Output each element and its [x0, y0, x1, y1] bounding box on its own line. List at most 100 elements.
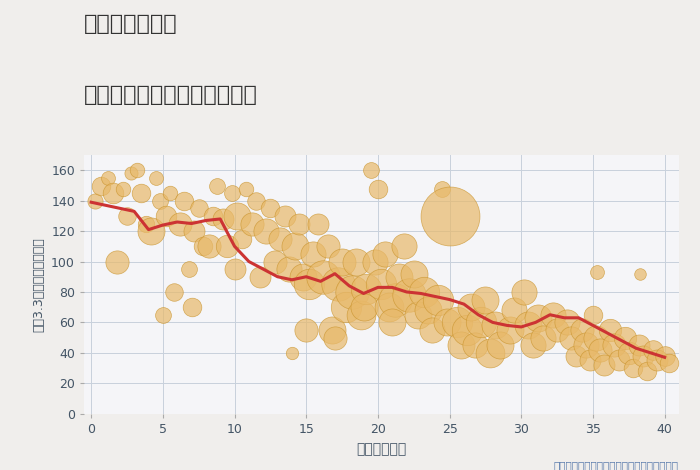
Point	[126, 170, 137, 177]
Point	[146, 227, 157, 235]
Point	[174, 220, 186, 227]
Point	[642, 367, 653, 375]
Point	[635, 270, 646, 277]
Point	[232, 212, 243, 219]
Point	[372, 185, 384, 192]
Point	[475, 319, 486, 326]
Point	[251, 197, 262, 204]
Point	[269, 258, 280, 265]
Point	[284, 266, 295, 273]
Point	[117, 185, 128, 192]
Point	[337, 258, 348, 265]
Point	[375, 281, 386, 288]
Point	[433, 296, 444, 303]
Point	[523, 321, 534, 329]
Point	[418, 288, 429, 296]
Point	[289, 243, 300, 250]
Point	[293, 220, 304, 227]
Point	[598, 361, 610, 368]
Point	[408, 270, 419, 277]
Point	[121, 212, 132, 219]
Point	[164, 189, 176, 197]
Point	[370, 258, 381, 265]
Point	[552, 326, 563, 334]
Point	[664, 360, 675, 367]
Point	[346, 288, 358, 296]
Point	[260, 227, 272, 235]
Point	[570, 352, 582, 360]
Point	[634, 341, 645, 349]
Point	[298, 273, 309, 281]
Point	[312, 220, 323, 227]
Point	[580, 341, 592, 349]
Point	[136, 189, 147, 197]
Point	[619, 334, 630, 341]
Point	[379, 250, 391, 258]
Point	[527, 341, 538, 349]
Point	[461, 326, 472, 334]
Point	[547, 311, 559, 319]
Point	[203, 243, 214, 250]
Point	[427, 326, 438, 334]
Point	[360, 285, 372, 293]
Point	[240, 185, 251, 192]
Point	[508, 306, 519, 314]
Point	[326, 326, 337, 334]
Point	[107, 189, 118, 197]
Point	[609, 341, 620, 349]
Point	[286, 349, 297, 357]
Point	[236, 235, 247, 243]
Point	[308, 250, 319, 258]
Text: 円の大きさは、取引のあった物件面積を示す: 円の大きさは、取引のあった物件面積を示す	[554, 460, 679, 470]
Point	[394, 273, 405, 281]
Point	[155, 197, 166, 204]
Point	[96, 182, 107, 189]
Point	[111, 258, 122, 265]
Point	[605, 326, 616, 334]
Point	[265, 204, 276, 212]
Point	[178, 197, 190, 204]
Point	[332, 281, 344, 288]
Point	[533, 314, 544, 321]
Point	[404, 291, 415, 299]
Point	[300, 326, 312, 334]
Y-axis label: 坪（3.3㎡）単価（万円）: 坪（3.3㎡）単価（万円）	[32, 237, 46, 332]
Point	[584, 357, 596, 364]
Point	[211, 182, 223, 189]
Point	[193, 204, 204, 212]
Point	[504, 326, 515, 334]
Point	[158, 311, 169, 319]
Point	[329, 334, 340, 341]
Point	[470, 341, 481, 349]
Point	[160, 212, 172, 219]
Point	[341, 304, 352, 311]
Point	[623, 349, 634, 357]
Point	[398, 243, 409, 250]
Point	[456, 341, 467, 349]
Point	[246, 220, 258, 227]
Point	[537, 334, 548, 341]
Point	[318, 273, 329, 281]
Point	[103, 174, 114, 182]
Point	[638, 352, 649, 360]
Point	[519, 288, 530, 296]
Point	[590, 334, 601, 341]
Point	[355, 311, 366, 319]
Point	[490, 321, 501, 329]
Point	[494, 341, 505, 349]
Point	[358, 304, 369, 311]
Point	[452, 319, 463, 326]
Point	[389, 296, 400, 303]
Point	[412, 311, 423, 319]
Point	[226, 189, 237, 197]
Point	[218, 215, 229, 223]
Point	[566, 334, 577, 341]
Point	[275, 235, 286, 243]
Point	[183, 266, 195, 273]
Point	[304, 281, 315, 288]
Point	[186, 304, 197, 311]
Point	[279, 212, 290, 219]
Point	[365, 166, 377, 174]
Point	[576, 326, 587, 334]
Point	[140, 220, 151, 227]
